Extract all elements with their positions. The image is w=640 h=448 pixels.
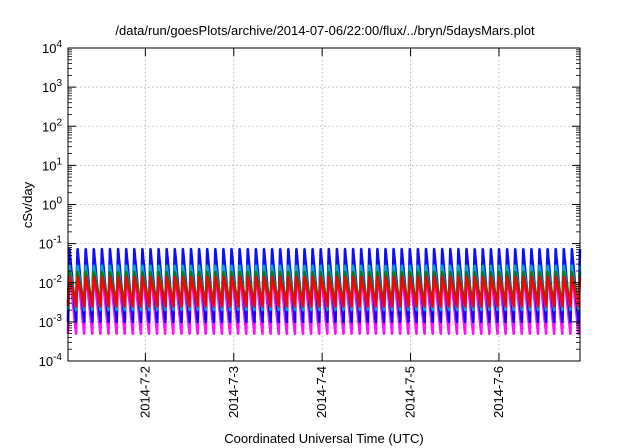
y-axis: 10-4 10-3 10-2 10-1 100 101 102 103 104 [39, 39, 580, 369]
y-tick-label: 10-4 [39, 352, 63, 369]
series-line [66, 275, 582, 308]
y-tick-label: 10-2 [39, 274, 63, 291]
y-axis-label: cSv/day [20, 181, 35, 228]
chart-title: /data/run/goesPlots/archive/2014-07-06/2… [115, 23, 535, 38]
x-tick-label: 2014-7-4 [314, 366, 329, 418]
x-tick-label: 2014-7-5 [403, 366, 418, 418]
x-axis: 2014-7-2 2014-7-3 2014-7-4 2014-7-5 2014-7-6 [137, 48, 506, 418]
x-axis-label: Coordinated Universal Time (UTC) [224, 431, 423, 446]
series-line [66, 268, 582, 335]
y-tick-label: 10-1 [39, 235, 63, 252]
y-tick-label: 103 [42, 78, 62, 95]
series-group [66, 247, 582, 335]
x-tick-label: 2014-7-3 [226, 366, 241, 418]
y-tick-label: 104 [42, 39, 62, 56]
y-tick-label: 102 [42, 117, 62, 134]
y-tick-label: 10-3 [39, 313, 63, 330]
y-tick-label: 101 [42, 156, 62, 173]
x-tick-label: 2014-7-6 [491, 366, 506, 418]
y-tick-label: 100 [42, 196, 62, 213]
x-tick-label: 2014-7-2 [137, 366, 152, 418]
